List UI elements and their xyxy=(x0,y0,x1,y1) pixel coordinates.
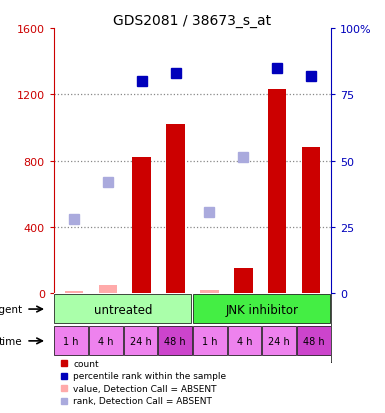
Text: 24 h: 24 h xyxy=(268,336,290,346)
Text: count: count xyxy=(73,358,99,368)
Text: GSM108918: GSM108918 xyxy=(273,297,281,343)
Bar xyxy=(301,148,320,293)
Text: GSM108913: GSM108913 xyxy=(70,297,79,343)
Title: GDS2081 / 38673_s_at: GDS2081 / 38673_s_at xyxy=(114,14,271,28)
Text: percentile rank within the sample: percentile rank within the sample xyxy=(73,371,226,380)
Text: 4 h: 4 h xyxy=(98,336,114,346)
Text: GSM108917: GSM108917 xyxy=(137,297,146,343)
Text: untreated: untreated xyxy=(94,303,152,316)
Bar xyxy=(89,326,123,355)
Text: rank, Detection Call = ABSENT: rank, Detection Call = ABSENT xyxy=(73,396,212,405)
Bar xyxy=(228,326,261,355)
Bar xyxy=(54,293,331,362)
Text: GSM108920: GSM108920 xyxy=(306,297,315,343)
Text: 4 h: 4 h xyxy=(237,336,252,346)
Text: GSM108916: GSM108916 xyxy=(239,297,248,343)
Bar xyxy=(193,326,227,355)
Text: 1 h: 1 h xyxy=(202,336,218,346)
Bar xyxy=(124,326,157,355)
Bar xyxy=(193,294,330,324)
Text: 24 h: 24 h xyxy=(130,336,151,346)
Bar xyxy=(158,326,192,355)
Text: time: time xyxy=(0,336,22,346)
Bar xyxy=(54,326,88,355)
Text: 48 h: 48 h xyxy=(303,336,325,346)
Bar xyxy=(99,285,117,293)
Text: JNK inhibitor: JNK inhibitor xyxy=(225,303,298,316)
Bar xyxy=(234,268,253,293)
Bar xyxy=(166,125,185,293)
Text: GSM108919: GSM108919 xyxy=(171,297,180,343)
Text: 48 h: 48 h xyxy=(164,336,186,346)
Bar xyxy=(262,326,296,355)
Text: value, Detection Call = ABSENT: value, Detection Call = ABSENT xyxy=(73,384,217,393)
Bar xyxy=(297,326,331,355)
Text: GSM108914: GSM108914 xyxy=(205,297,214,343)
Bar xyxy=(268,90,286,293)
Bar xyxy=(132,158,151,293)
Text: agent: agent xyxy=(0,304,22,314)
Text: GSM108915: GSM108915 xyxy=(104,297,112,343)
Text: 1 h: 1 h xyxy=(64,336,79,346)
Bar xyxy=(65,292,84,293)
Bar xyxy=(200,290,219,293)
Bar xyxy=(54,294,191,324)
